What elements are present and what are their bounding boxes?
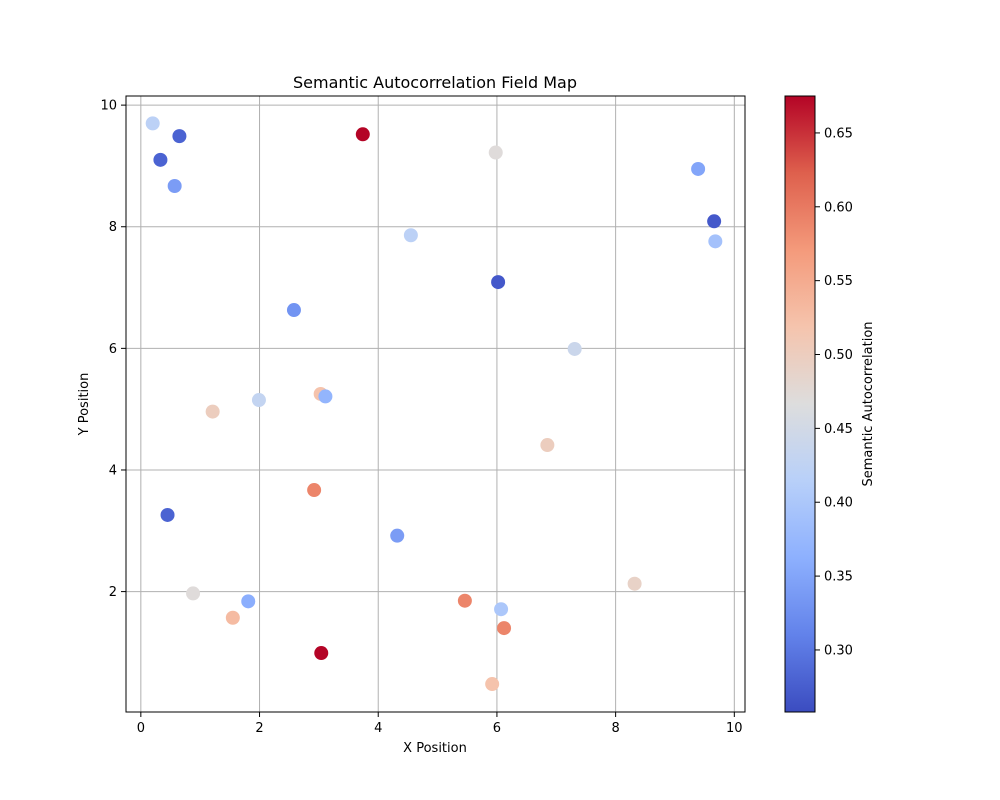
scatter-point (205, 404, 220, 419)
colorbar-tick-label: 0.45 (824, 422, 853, 437)
colorbar-label: Semantic Autocorrelation (861, 321, 876, 486)
y-tick-label: 6 (109, 342, 117, 357)
x-tick-label: 4 (374, 721, 382, 736)
scatter-point (225, 610, 240, 625)
colorbar-tick-label: 0.50 (824, 348, 853, 363)
scatter-point (286, 303, 301, 318)
scatter-point (390, 528, 405, 543)
scatter-point (708, 234, 723, 249)
scatter-point (153, 152, 168, 167)
scatter-point (567, 341, 582, 356)
scatter-point (167, 178, 182, 193)
colorbar (785, 96, 815, 712)
scatter-point (186, 586, 201, 601)
y-tick-label: 2 (109, 585, 117, 600)
x-axis-label: X Position (403, 741, 467, 756)
scatter-point (403, 228, 418, 243)
scatter-point (485, 677, 500, 692)
scatter-point (488, 145, 503, 160)
colorbar-tick-label: 0.30 (824, 643, 853, 658)
scatter-point (540, 438, 555, 453)
colorbar-tick-label: 0.55 (824, 274, 853, 289)
scatter-point (491, 275, 506, 290)
colorbar-tick-label: 0.35 (824, 570, 853, 585)
data-points (145, 116, 723, 692)
scatter-point (172, 129, 187, 144)
scatter-point (691, 161, 706, 176)
scatter-point (307, 483, 322, 498)
scatter-point (457, 593, 472, 608)
plot-frame (125, 95, 746, 713)
scatter-point (251, 393, 266, 408)
y-tick-label: 4 (109, 463, 117, 478)
scatter-point (160, 507, 175, 522)
x-tick-label: 8 (611, 721, 619, 736)
scatter-point (494, 602, 509, 617)
chart-title: Semantic Autocorrelation Field Map (293, 73, 577, 92)
x-tick-label: 6 (493, 721, 501, 736)
y-axis-ticks: 2 4 6 8 10 (100, 99, 126, 600)
scatter-point (314, 646, 329, 661)
x-axis-ticks: 0 2 4 6 8 10 (137, 712, 743, 736)
y-tick-label: 10 (100, 99, 117, 114)
x-tick-label: 0 (137, 721, 145, 736)
y-tick-label: 8 (109, 220, 117, 235)
scatter-point (241, 594, 256, 609)
colorbar-tick-label: 0.40 (824, 496, 853, 511)
colorbar-frame (784, 95, 816, 713)
colorbar-tick-label: 0.60 (824, 200, 853, 215)
x-tick-label: 10 (726, 721, 743, 736)
colorbar-ticks: 0.30 0.35 0.40 0.45 0.50 0.55 0.60 0.65 (815, 126, 853, 658)
scatter-point (707, 214, 722, 229)
scatter-point (145, 116, 160, 131)
scatter-point (318, 389, 333, 404)
colorbar-tick-label: 0.65 (824, 126, 853, 141)
x-tick-label: 2 (255, 721, 263, 736)
scatter-point (497, 621, 512, 636)
y-axis-label: Y Position (77, 373, 92, 437)
scatter-point (627, 576, 642, 591)
scatter-point (355, 127, 370, 142)
